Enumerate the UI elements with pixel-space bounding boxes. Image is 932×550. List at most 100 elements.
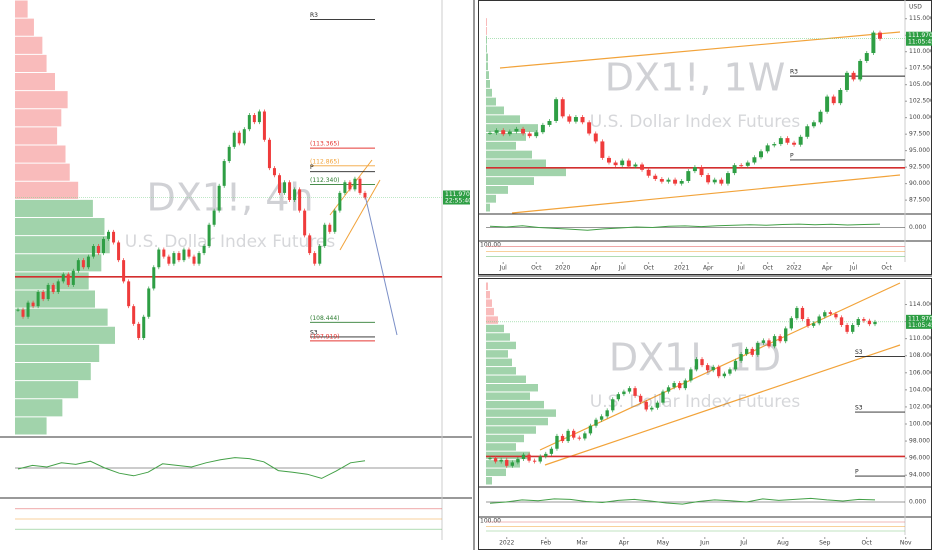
candle <box>626 160 631 167</box>
volume-profile-bar <box>15 236 110 254</box>
volume-profile-bar <box>486 409 556 417</box>
candle <box>572 430 576 438</box>
level-label: S3 <box>855 349 863 356</box>
price-box <box>906 31 932 46</box>
level-label: (112.340) <box>310 177 340 184</box>
candle <box>805 126 810 137</box>
candle <box>622 391 626 395</box>
candle <box>358 178 362 193</box>
candle <box>795 307 799 319</box>
candle <box>96 245 100 254</box>
candle <box>711 366 715 371</box>
candle <box>594 419 598 426</box>
volume-profile-bar <box>486 203 490 212</box>
y-tick-label: 100.000 <box>909 114 932 121</box>
volume-profile-bar <box>486 18 487 26</box>
level-label: P <box>855 469 859 476</box>
candle <box>137 323 141 339</box>
candle <box>122 260 126 282</box>
candle <box>705 365 710 371</box>
x-tick-label: Jun <box>699 540 710 547</box>
volume-profile-bar <box>486 159 546 168</box>
y-tick-label: 90.000 <box>909 180 930 187</box>
candle <box>76 260 80 271</box>
candle <box>499 459 503 462</box>
volume-profile-bar <box>15 218 105 236</box>
y-tick-label: 115.000 <box>909 15 932 22</box>
y-tick-label: 87.500 <box>909 197 930 204</box>
volume-profile-bar <box>486 282 488 290</box>
channel-line <box>511 174 901 214</box>
candle <box>825 96 830 112</box>
level-label: P <box>790 152 794 159</box>
y-tick-label: 96.000 <box>909 455 930 462</box>
candle <box>633 164 638 167</box>
volume-profile-bar <box>15 199 93 217</box>
level-label: (113.365) <box>310 141 340 148</box>
volume-profile-bar <box>15 344 100 362</box>
candle <box>353 178 357 190</box>
y-tick-label: 100.000 <box>909 420 932 427</box>
candle <box>778 336 782 342</box>
candle <box>516 458 520 463</box>
candle <box>580 117 585 123</box>
candle <box>646 169 651 176</box>
candle <box>348 182 352 190</box>
candle <box>510 462 514 466</box>
candle <box>237 132 241 144</box>
volume-profile-bar <box>486 290 490 299</box>
candle <box>712 179 717 183</box>
candle <box>514 128 519 132</box>
price-label: 111.970 <box>908 32 932 39</box>
candle <box>555 435 559 449</box>
candle <box>31 302 35 307</box>
volume-profile-bar <box>15 18 34 36</box>
channel-line <box>499 31 901 69</box>
osc-label: 0.000 <box>909 499 926 506</box>
candle <box>267 139 271 169</box>
candle <box>142 316 146 339</box>
volume-profile-bar <box>486 316 498 324</box>
candle <box>772 336 777 347</box>
candle <box>86 256 90 268</box>
x-tick-label: 2020 <box>555 265 570 272</box>
candle <box>744 348 749 355</box>
volume-profile-bar <box>486 451 530 460</box>
candle <box>706 175 711 183</box>
volume-profile-bar <box>15 91 68 109</box>
volume-profile-bar <box>15 109 62 127</box>
x-tick-label: Jul <box>737 265 746 272</box>
volume-profile-bar <box>486 426 536 434</box>
candle <box>505 459 509 466</box>
candle <box>328 224 332 232</box>
volume-profile-bar <box>15 0 28 18</box>
x-tick-label: 2022 <box>499 540 514 547</box>
time-label: 11:05:45 <box>908 39 932 46</box>
candle <box>577 437 581 439</box>
candle <box>544 453 548 457</box>
osc-label: 100.00 <box>480 518 501 525</box>
candle <box>607 157 611 163</box>
candle <box>644 401 648 410</box>
rsi-line <box>489 223 881 231</box>
candle <box>756 342 760 355</box>
candle <box>172 253 176 264</box>
candle <box>733 360 738 370</box>
candle <box>308 235 312 254</box>
volume-profile-bar <box>486 177 534 185</box>
volume-profile-bar <box>486 443 516 451</box>
x-tick-label: Feb <box>540 540 551 547</box>
candle <box>765 145 770 152</box>
candle <box>599 416 604 420</box>
candle <box>147 288 151 317</box>
y-tick-label: 114.000 <box>909 301 932 308</box>
candle <box>488 132 492 134</box>
level-label: R3 <box>310 12 318 19</box>
candle <box>862 319 866 321</box>
candle <box>798 136 803 145</box>
price-label: 111.970 <box>908 315 932 322</box>
volume-profile-bar <box>486 141 516 150</box>
candle <box>673 179 678 184</box>
candle <box>313 253 317 264</box>
candle <box>772 144 777 146</box>
